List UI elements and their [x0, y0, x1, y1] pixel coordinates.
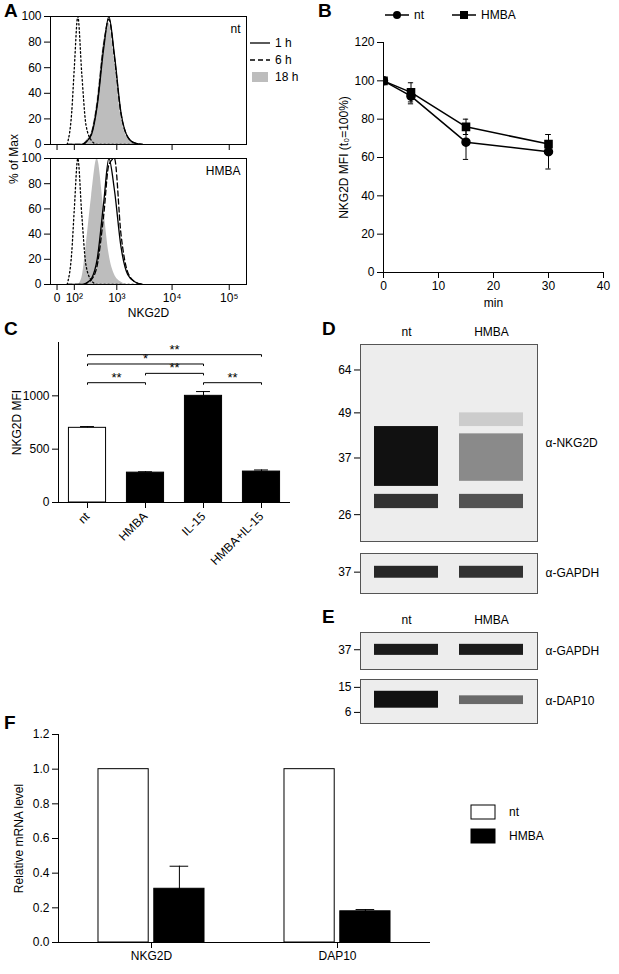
svg-text:120: 120	[354, 35, 374, 49]
svg-text:500: 500	[29, 442, 49, 456]
svg-text:**: **	[111, 370, 121, 385]
svg-text:0: 0	[35, 277, 42, 291]
svg-text:HMBA: HMBA	[474, 325, 509, 339]
svg-text:0: 0	[54, 291, 61, 305]
svg-text:80: 80	[28, 35, 42, 49]
svg-text:26: 26	[338, 508, 352, 522]
svg-text:10²: 10²	[66, 291, 83, 305]
svg-text:0.6: 0.6	[33, 831, 50, 845]
svg-text:α-GAPDH: α-GAPDH	[546, 566, 600, 580]
svg-text:0.2: 0.2	[33, 901, 50, 915]
svg-text:nt: nt	[401, 613, 412, 627]
svg-text:6: 6	[345, 705, 352, 719]
svg-text:20: 20	[487, 279, 501, 293]
svg-text:IL-15: IL-15	[179, 509, 208, 538]
svg-text:HMBA+IL-15: HMBA+IL-15	[208, 509, 267, 568]
svg-text:64: 64	[338, 363, 352, 377]
svg-text:100: 100	[21, 151, 41, 165]
svg-text:37: 37	[338, 451, 352, 465]
svg-text:1.2: 1.2	[33, 727, 50, 741]
svg-text:*: *	[143, 351, 148, 366]
html-text:D: D	[322, 318, 336, 339]
svg-text:15: 15	[338, 680, 352, 694]
html-text:HMBA: HMBA	[481, 7, 516, 22]
html-text:A: A	[4, 0, 18, 21]
html-text:E: E	[322, 606, 335, 627]
svg-text:20: 20	[361, 227, 375, 241]
svg-text:40: 40	[361, 189, 375, 203]
html-text:nt: nt	[509, 805, 519, 819]
svg-text:0: 0	[380, 279, 387, 293]
svg-text:0.4: 0.4	[33, 866, 50, 880]
svg-text:NKG2D MFI (t₀=100%): NKG2D MFI (t₀=100%)	[337, 96, 351, 219]
svg-text:10⁴: 10⁴	[163, 291, 182, 305]
svg-text:nt: nt	[75, 509, 92, 526]
html-text:nt: nt	[414, 7, 424, 22]
svg-text:40: 40	[597, 279, 611, 293]
svg-text:Relative mRNA level: Relative mRNA level	[12, 784, 26, 893]
svg-text:60: 60	[28, 61, 42, 75]
svg-text:80: 80	[361, 112, 375, 126]
svg-text:49: 49	[338, 406, 352, 420]
svg-text:0.8: 0.8	[33, 797, 50, 811]
svg-text:nt: nt	[230, 22, 241, 36]
svg-text:10⁵: 10⁵	[220, 291, 238, 305]
svg-text:0.0: 0.0	[33, 935, 50, 949]
svg-text:NKG2D: NKG2D	[128, 306, 170, 320]
svg-text:40: 40	[28, 227, 42, 241]
svg-text:80: 80	[28, 177, 42, 191]
html-text:F: F	[4, 712, 16, 733]
svg-text:100: 100	[354, 74, 374, 88]
svg-text:0: 0	[43, 495, 50, 509]
svg-text:30: 30	[542, 279, 556, 293]
svg-text:α-GAPDH: α-GAPDH	[546, 644, 600, 658]
svg-text:NKG2D MFI: NKG2D MFI	[10, 390, 24, 455]
svg-text:HMBA: HMBA	[206, 164, 241, 178]
svg-text:nt: nt	[401, 325, 412, 339]
svg-text:α-DAP10: α-DAP10	[546, 694, 595, 708]
svg-text:0: 0	[368, 265, 375, 279]
svg-text:DAP10: DAP10	[318, 949, 356, 963]
svg-text:HMBA: HMBA	[474, 613, 509, 627]
html-text:18 h: 18 h	[275, 69, 299, 84]
svg-text:**: **	[169, 360, 179, 375]
svg-text:**: **	[169, 342, 179, 357]
svg-text:1.0: 1.0	[33, 762, 50, 776]
svg-text:100: 100	[21, 9, 41, 23]
html-text:% of Max: % of Max	[7, 134, 21, 184]
svg-text:20: 20	[28, 112, 42, 126]
svg-text:10: 10	[432, 279, 446, 293]
svg-text:NKG2D: NKG2D	[131, 949, 173, 963]
svg-text:α-NKG2D: α-NKG2D	[546, 436, 599, 450]
svg-text:min: min	[484, 296, 503, 310]
html-text:6 h: 6 h	[275, 52, 292, 67]
svg-text:**: **	[227, 370, 237, 385]
svg-text:37: 37	[338, 565, 352, 579]
html-text:B: B	[318, 0, 332, 21]
html-text:1 h: 1 h	[275, 35, 292, 50]
svg-text:60: 60	[28, 202, 42, 216]
svg-text:20: 20	[28, 252, 42, 266]
svg-text:1000: 1000	[23, 389, 50, 403]
html-text:HMBA: HMBA	[509, 829, 544, 843]
svg-text:40: 40	[28, 86, 42, 100]
svg-text:37: 37	[338, 643, 352, 657]
svg-text:60: 60	[361, 150, 375, 164]
html-text:C: C	[4, 318, 18, 339]
svg-text:0: 0	[35, 137, 42, 151]
svg-text:10³: 10³	[108, 291, 125, 305]
svg-text:HMBA: HMBA	[116, 509, 150, 543]
